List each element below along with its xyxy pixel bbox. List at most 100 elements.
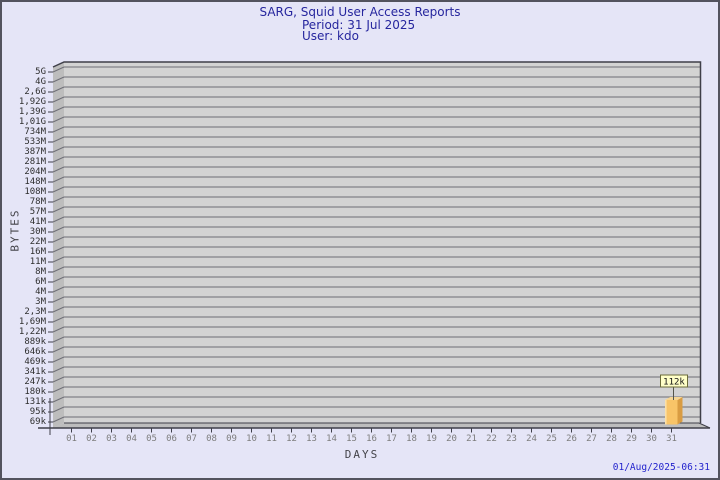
x-tick-label: 18 — [406, 434, 417, 444]
y-tick-label: 180k — [24, 387, 46, 397]
y-tick-label: 1,22M — [19, 327, 47, 337]
wall-tick — [52, 326, 65, 333]
y-tick-label: 78M — [30, 197, 47, 207]
y-tick-label: 57M — [30, 207, 47, 217]
wall-tick — [52, 196, 65, 203]
x-tick-label: 04 — [126, 434, 137, 444]
wall-tick — [52, 156, 65, 163]
x-tick-label: 20 — [446, 434, 457, 444]
y-tick-label: 4M — [35, 287, 46, 297]
chart-user: User: kdo — [302, 29, 359, 43]
chart-period: Period: 31 Jul 2025 — [302, 18, 416, 32]
y-tick-label: 1,39G — [19, 107, 46, 117]
wall-tick — [52, 96, 65, 103]
y-tick-label: 108M — [24, 187, 46, 197]
wall-tick — [52, 346, 65, 353]
y-axis-title: BYTES — [8, 208, 22, 252]
wall-tick — [52, 136, 65, 143]
x-tick-label: 28 — [606, 434, 617, 444]
y-tick-label: 16M — [30, 247, 47, 257]
y-tick-label: 1,92G — [19, 97, 46, 107]
x-tick-label: 11 — [266, 434, 277, 444]
x-tick-label: 05 — [146, 434, 157, 444]
wall-tick — [52, 386, 65, 393]
y-tick-label: 4G — [35, 77, 46, 87]
wall-tick — [52, 336, 65, 343]
y-tick-label: 2,3M — [24, 307, 46, 317]
x-tick-label: 22 — [486, 434, 497, 444]
x-tick-label: 02 — [86, 434, 97, 444]
wall-tick — [52, 86, 65, 93]
x-tick-label: 31 — [666, 434, 677, 444]
wall-tick — [52, 256, 65, 263]
y-tick-label: 6M — [35, 277, 46, 287]
floor-right-edge — [698, 422, 711, 429]
y-tick-label: 2,6G — [24, 87, 46, 97]
x-tick-label: 19 — [426, 434, 437, 444]
y-tick-label: 533M — [24, 137, 46, 147]
wall-tick — [52, 176, 65, 183]
y-tick-label: 341k — [24, 367, 46, 377]
x-tick-label: 07 — [186, 434, 197, 444]
x-tick-label: 23 — [506, 434, 517, 444]
y-tick-label: 95k — [30, 407, 47, 417]
y-tick-label: 148M — [24, 177, 46, 187]
y-tick-label: 30M — [30, 227, 47, 237]
y-tick-label: 646k — [24, 347, 46, 357]
y-tick-label: 247k — [24, 377, 46, 387]
x-tick-label: 25 — [546, 434, 557, 444]
y-tick-label: 204M — [24, 167, 46, 177]
x-tick-label: 30 — [646, 434, 657, 444]
wall-tick — [52, 76, 65, 83]
wall-tick — [52, 306, 65, 313]
x-tick-label: 17 — [386, 434, 397, 444]
wall-tick — [52, 166, 65, 173]
wall-tick — [52, 376, 65, 383]
bar-front-face — [665, 400, 678, 425]
x-tick-label: 24 — [526, 434, 537, 444]
report-timestamp: 01/Aug/2025-06:31 — [612, 462, 710, 473]
plot-floor — [53, 423, 710, 428]
plot-frame — [52, 61, 702, 423]
bar-value-label-box — [660, 374, 688, 388]
x-axis-title: DAYS — [344, 448, 380, 461]
wall-tick — [52, 186, 65, 193]
chart-title: SARG, Squid User Access Reports — [259, 5, 461, 19]
y-tick-label: 41M — [30, 217, 47, 227]
bar-side-face — [677, 397, 683, 425]
x-tick-label: 15 — [346, 434, 357, 444]
wall-tick — [52, 406, 65, 413]
x-tick-label: 03 — [106, 434, 117, 444]
y-axis-wall — [53, 62, 64, 428]
x-tick-label: 29 — [626, 434, 637, 444]
wall-tick — [52, 316, 65, 323]
wall-tick — [52, 416, 65, 423]
wall-tick — [52, 366, 65, 373]
wall-tick — [52, 356, 65, 363]
y-tick-label: 69k — [30, 417, 47, 427]
bar-value-label: 112k — [663, 378, 685, 388]
y-tick-label: 387M — [24, 147, 46, 157]
x-tick-label: 01 — [66, 434, 77, 444]
wall-tick — [52, 216, 65, 223]
wall-tick — [52, 126, 65, 133]
y-tick-label: 131k — [24, 397, 46, 407]
wall-tick — [52, 206, 65, 213]
wall-tick — [52, 106, 65, 113]
wall-tick — [52, 276, 65, 283]
wall-tick — [52, 396, 65, 403]
wall-tick — [52, 146, 65, 153]
y-tick-label: 889k — [24, 337, 46, 347]
x-tick-label: 27 — [586, 434, 597, 444]
x-tick-label: 14 — [326, 434, 337, 444]
wall-tick — [52, 296, 65, 303]
x-tick-label: 06 — [166, 434, 177, 444]
x-tick-label: 21 — [466, 434, 477, 444]
x-tick-label: 13 — [306, 434, 317, 444]
wall-tick — [52, 246, 65, 253]
wall-tick — [52, 66, 65, 73]
x-tick-label: 10 — [246, 434, 257, 444]
x-tick-label: 09 — [226, 434, 237, 444]
y-tick-label: 281M — [24, 157, 46, 167]
